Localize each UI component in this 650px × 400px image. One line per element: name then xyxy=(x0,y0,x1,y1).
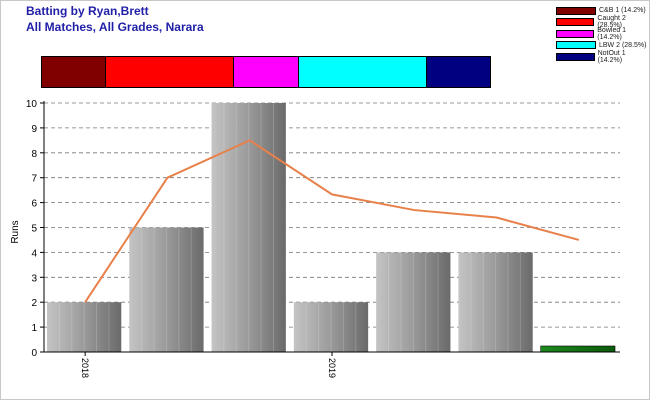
legend-swatch xyxy=(556,6,596,15)
legend-swatch xyxy=(556,29,595,38)
y-tick-label: 4 xyxy=(31,248,37,259)
dismissal-segment-cb xyxy=(42,57,107,87)
legend: C&B 1 (14.2%) Caught 2 (28.5%) Bowled 1 … xyxy=(556,5,650,64)
dismissal-segment-lbw xyxy=(298,57,427,87)
bar xyxy=(47,302,122,352)
y-tick-label: 5 xyxy=(31,224,37,235)
legend-item: LBW 2 (28.5%) xyxy=(556,40,650,52)
y-tick-label: 2 xyxy=(31,298,37,309)
y-tick-label: 8 xyxy=(31,149,37,160)
legend-label: C&B 1 (14.2%) xyxy=(599,7,646,15)
bar xyxy=(211,103,286,352)
legend-item: Caught 2 (28.5%) xyxy=(556,15,650,30)
y-tick-label: 6 xyxy=(31,199,37,210)
legend-swatch xyxy=(556,52,595,61)
y-axis-label: Runs xyxy=(10,220,21,243)
legend-label: LBW 2 (28.5%) xyxy=(599,41,647,49)
y-tick-label: 7 xyxy=(31,174,37,185)
y-tick-label: 9 xyxy=(31,124,37,135)
legend-item: NotOut 1 (14.2%) xyxy=(556,49,650,64)
legend-item: C&B 1 (14.2%) xyxy=(556,5,650,17)
dismissal-segment-notout xyxy=(426,57,490,87)
legend-swatch xyxy=(556,41,596,50)
legend-label: Caught 2 (28.5%) xyxy=(597,15,626,30)
bar xyxy=(376,252,451,352)
legend-swatch xyxy=(556,18,595,27)
bar xyxy=(293,302,369,352)
x-tick-label: 2019 xyxy=(327,358,337,378)
x-tick-label: 2018 xyxy=(80,358,90,378)
dismissal-bar xyxy=(41,56,491,88)
legend-item: Bowled 1 (14.2%) xyxy=(556,26,650,41)
dismissal-segment-bowled xyxy=(234,57,299,87)
bar xyxy=(458,252,533,352)
y-tick-label: 1 xyxy=(31,323,37,334)
legend-label: NotOut 1 (14.2%) xyxy=(597,49,626,64)
bar xyxy=(129,227,204,352)
y-tick-label: 0 xyxy=(31,348,37,359)
y-tick-label: 10 xyxy=(26,99,38,110)
legend-label: Bowled 1 (14.2%) xyxy=(597,26,627,41)
average-line xyxy=(84,139,580,303)
chart-title: Batting by Ryan,Brett xyxy=(26,4,149,18)
dismissal-segment-caught xyxy=(106,57,235,87)
chart-subtitle: All Matches, All Grades, Narara xyxy=(26,20,204,34)
y-tick-label: 3 xyxy=(31,273,37,284)
bar-notout xyxy=(540,345,616,353)
